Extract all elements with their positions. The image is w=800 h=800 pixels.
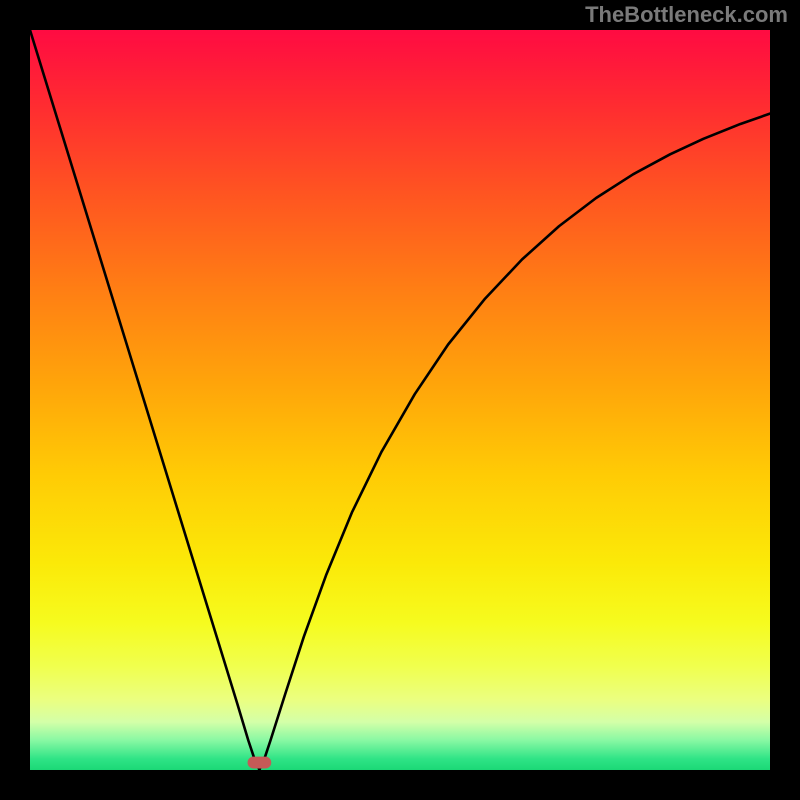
plot-svg — [30, 30, 770, 770]
plot-area — [30, 30, 770, 770]
watermark-text: TheBottleneck.com — [585, 2, 788, 28]
minimum-marker — [248, 757, 272, 769]
chart-frame: TheBottleneck.com — [0, 0, 800, 800]
gradient-background — [30, 30, 770, 770]
